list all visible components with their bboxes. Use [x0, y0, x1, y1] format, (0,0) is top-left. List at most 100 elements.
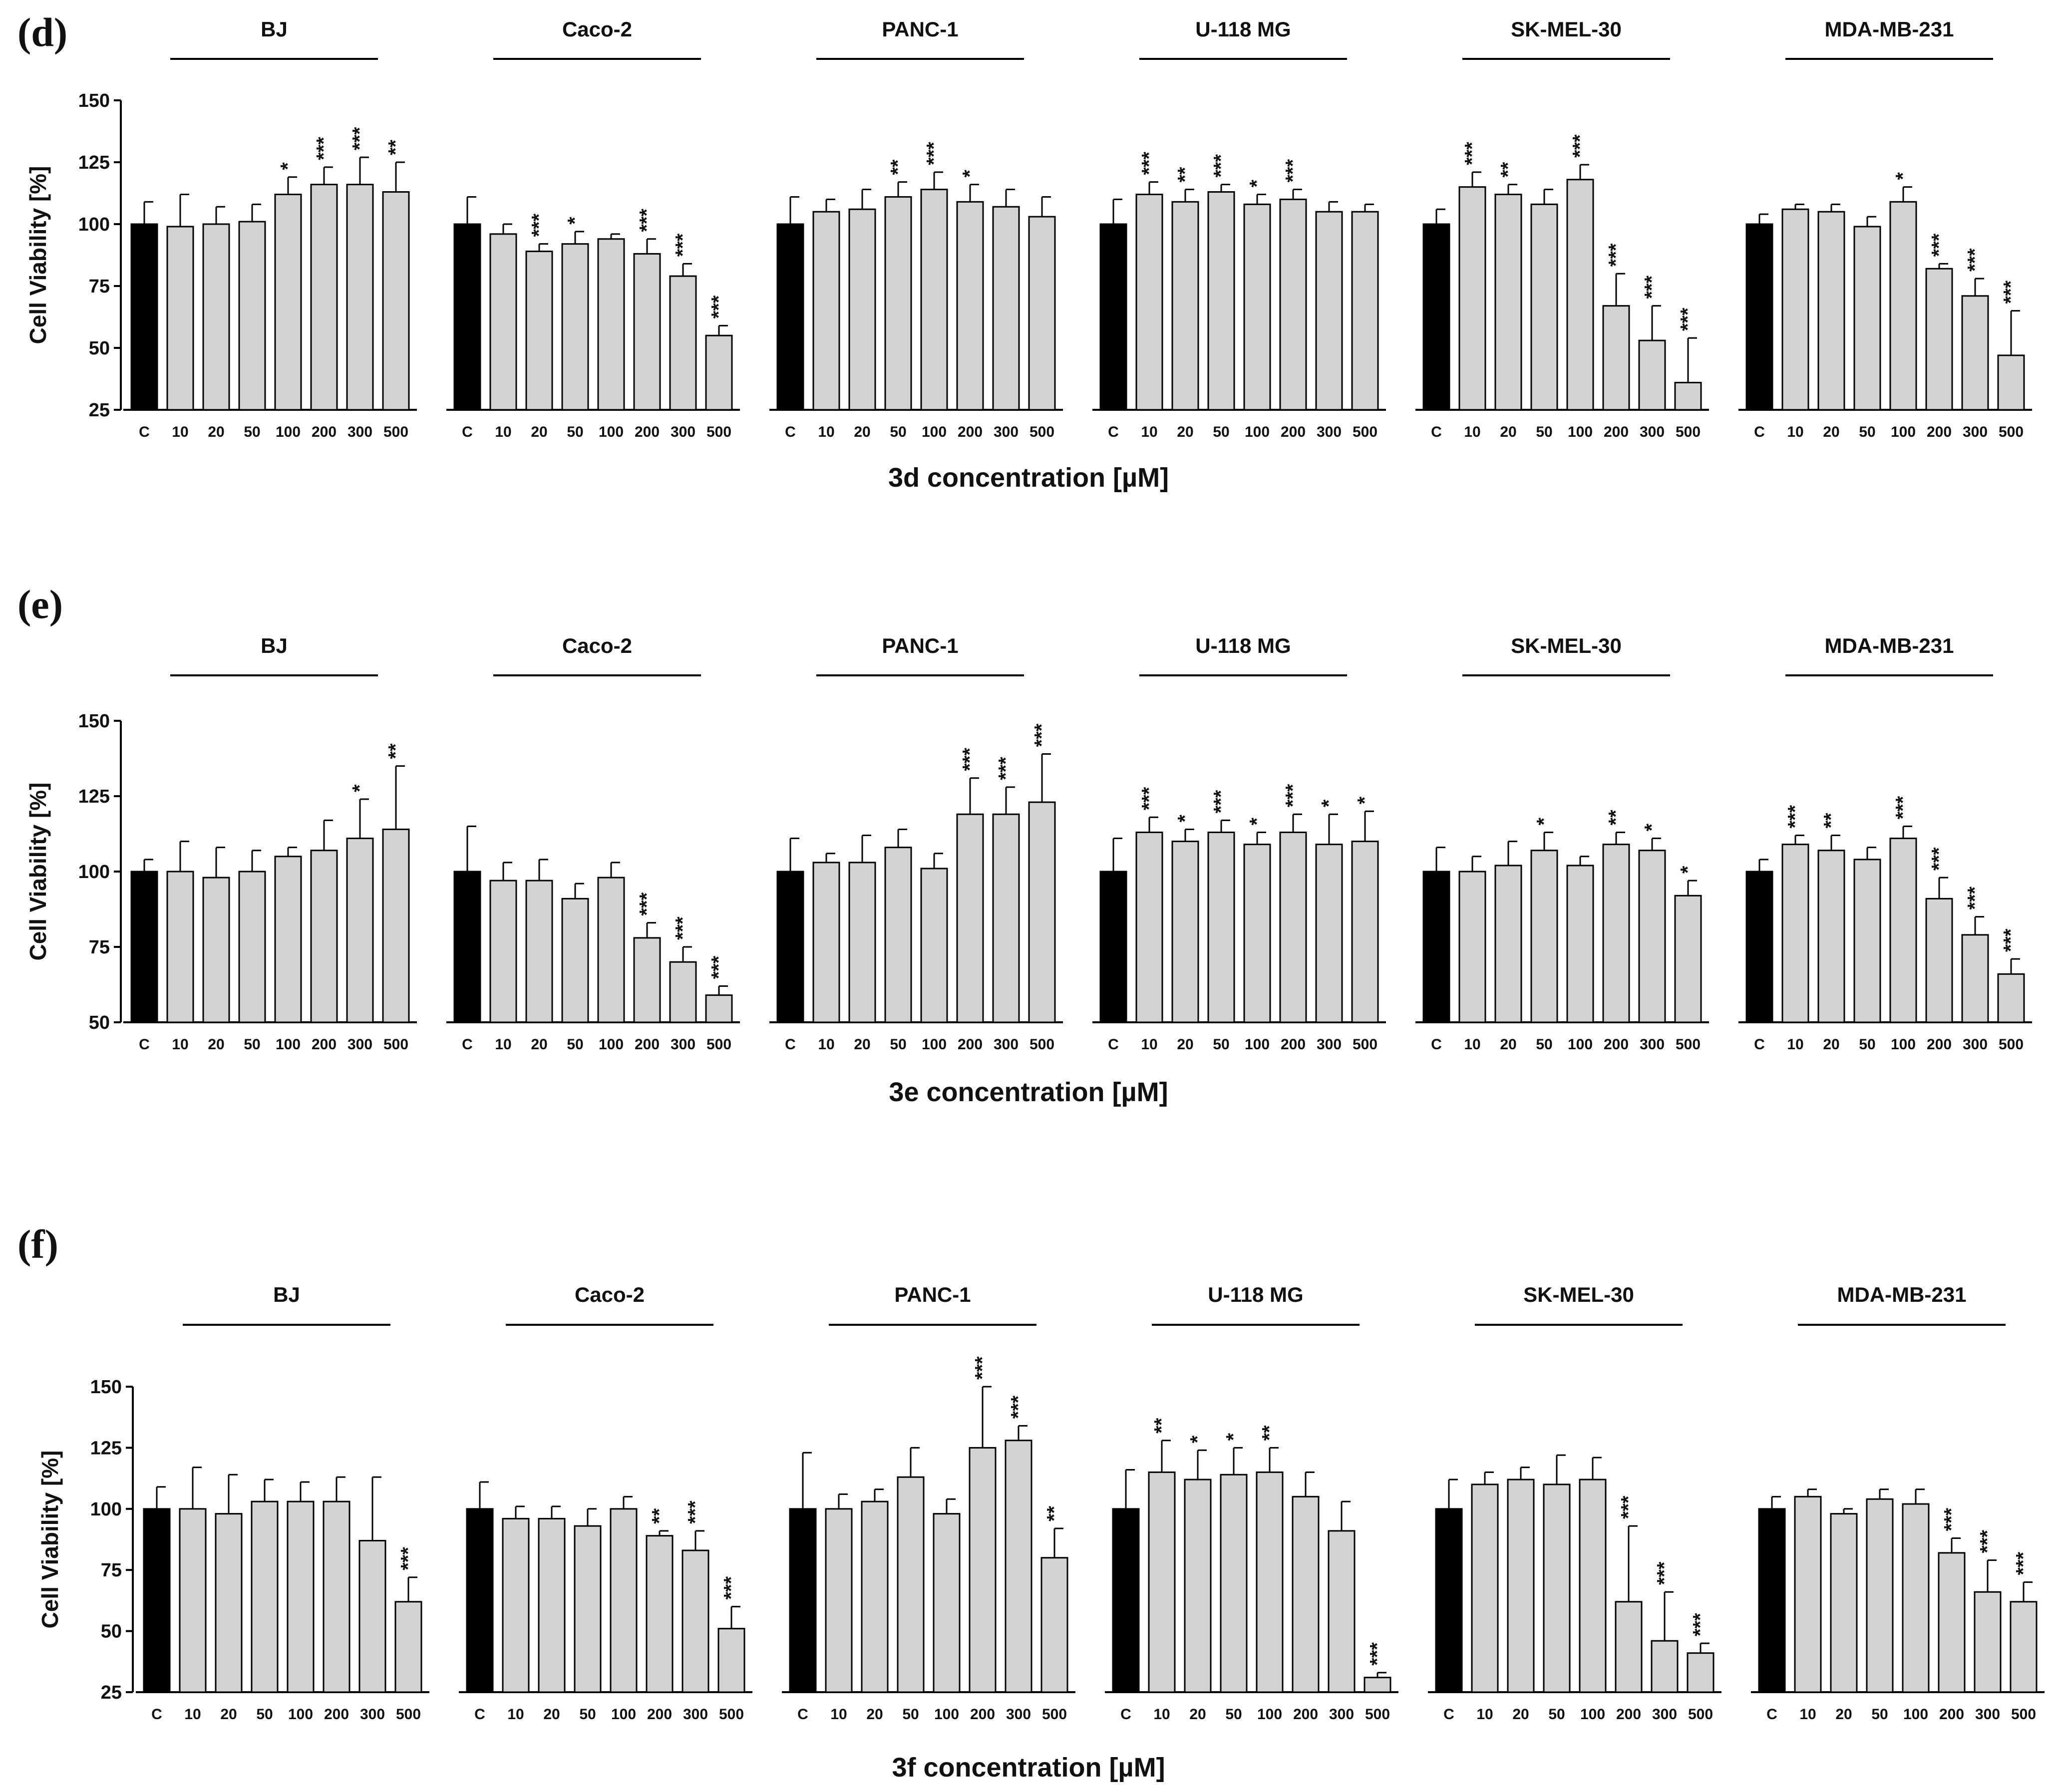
panel-f-group-title: MDA-MB-231 — [1837, 1283, 1966, 1306]
panel-d-y-tick-label: 25 — [89, 400, 110, 421]
panel-f-bar — [1758, 1508, 1786, 1693]
panel-f-group-title: PANC-1 — [894, 1283, 971, 1306]
panel-f-bar — [1687, 1652, 1715, 1693]
panel-f-y-tick-label: 75 — [101, 1560, 122, 1581]
panel-e-x-tick-label: 300 — [1317, 1036, 1342, 1053]
panel-e-x-tick-label: 20 — [1823, 1036, 1839, 1053]
panel-e-x-tick-label: 20 — [208, 1036, 224, 1053]
panel-e-bar — [238, 871, 266, 1023]
panel-d-significance-marker: *** — [1138, 152, 1160, 175]
panel-e-bar — [1028, 801, 1056, 1023]
panel-e-y-tick-label: 150 — [78, 711, 110, 732]
panel-e-bar — [130, 871, 158, 1023]
panel-d-bar — [1961, 295, 1989, 411]
panel-d-x-tick-label: C — [1108, 424, 1119, 440]
panel-d-bar — [1997, 354, 2025, 411]
panel-d-x-tick-label: 50 — [1213, 424, 1229, 440]
panel-e-x-tick-label: C — [785, 1036, 796, 1053]
panel-e-significance-marker: * — [1318, 799, 1340, 807]
panel-e-x-tick-label: 500 — [706, 1036, 731, 1053]
panel-f-x-tick-label: 500 — [1365, 1706, 1390, 1723]
panel-e-x-tick-label: C — [1431, 1036, 1442, 1053]
panel-e-group-title: PANC-1 — [882, 634, 958, 657]
panel-f-significance-marker: *** — [1008, 1395, 1030, 1419]
panel-e-significance-marker: * — [1677, 866, 1699, 874]
panel-f-x-tick-label: 500 — [719, 1706, 744, 1723]
panel-e-bar — [633, 937, 661, 1023]
panel-d-significance-marker: *** — [313, 137, 335, 160]
panel-e-group-title: BJ — [261, 634, 288, 657]
panel-e-x-tick-label: 100 — [922, 1036, 947, 1053]
panel-f-bar — [1615, 1601, 1643, 1693]
panel-f-x-tick-label: 500 — [1042, 1706, 1067, 1723]
panel-f-significance-marker: *** — [2013, 1552, 2035, 1575]
panel-d-x-tick-label: 10 — [495, 424, 511, 440]
panel-d-significance-marker: *** — [1569, 134, 1591, 158]
panel-e-x-tick-label: 500 — [383, 1036, 408, 1053]
panel-e-group-title: MDA-MB-231 — [1824, 634, 1954, 657]
panel-e-bar — [561, 897, 589, 1023]
panel-e-significance-marker: *** — [1964, 886, 1986, 909]
panel-d-y-tick-label: 125 — [78, 152, 110, 173]
panel-f-bar — [143, 1508, 171, 1693]
panel-d-x-tick-label: 500 — [1999, 424, 2024, 440]
panel-d-x-tick-label: 300 — [1317, 424, 1342, 440]
panel-f-bar — [1938, 1552, 1966, 1693]
panel-f-y-tick-label: 150 — [90, 1377, 122, 1398]
panel-d-x-tick-label: 50 — [567, 424, 583, 440]
panel-f-bar — [969, 1447, 997, 1693]
panel-d-significance-marker: ** — [1174, 167, 1196, 183]
panel-f-bar — [1148, 1471, 1176, 1693]
panel-d-x-tick-label: 10 — [172, 424, 188, 440]
panel-e-x-tick-label: 10 — [1141, 1036, 1157, 1053]
panel-d-bar — [1458, 186, 1486, 411]
panel-d-group-title: BJ — [261, 17, 288, 41]
panel-e-bar — [669, 961, 697, 1023]
panel-e-x-tick-label: 20 — [854, 1036, 870, 1053]
panel-e-bar — [1099, 871, 1127, 1023]
panel-f-x-tick-label: C — [1766, 1706, 1777, 1723]
panel-e-x-tick-label: 300 — [1963, 1036, 1988, 1053]
panel-f-bar — [538, 1517, 566, 1693]
panel-e-bar — [1745, 871, 1773, 1023]
panel-d-bar — [1028, 216, 1056, 411]
panel-f-bar — [179, 1508, 207, 1693]
panel-d-x-tick-label: 20 — [208, 424, 224, 440]
panel-f-bar — [287, 1500, 315, 1693]
panel-e-y-tick-label: 50 — [89, 1012, 110, 1033]
panel-f-x-tick-label: 100 — [611, 1706, 636, 1723]
panel-f-x-tick-label: 10 — [830, 1706, 847, 1723]
panel-e-significance-marker: *** — [1031, 723, 1053, 747]
panel-e-bar — [1315, 844, 1343, 1023]
panel-f-bar — [1005, 1440, 1032, 1693]
panel-e-bar — [166, 871, 194, 1023]
panel-e-bar — [1243, 844, 1271, 1023]
panel-f-bar — [358, 1539, 386, 1693]
panel-f-x-tick-label: 10 — [184, 1706, 201, 1723]
panel-e-bar — [1889, 838, 1917, 1023]
panel-f-y-label: Cell Viability [%] — [37, 1450, 63, 1628]
panel-d-x-label: 3d concentration [µM] — [888, 463, 1169, 493]
panel-f-bar — [1040, 1557, 1068, 1693]
panel-d-x-tick-label: 300 — [994, 424, 1019, 440]
panel-d-significance-marker: *** — [636, 209, 658, 232]
panel-d-bar — [1207, 191, 1235, 411]
panel-d-bar — [561, 243, 589, 411]
panel-f-bar — [610, 1508, 638, 1693]
panel-d-group-title: Caco-2 — [562, 17, 632, 41]
panel-e-x-tick-label: 300 — [1640, 1036, 1665, 1053]
panel-f-x-tick-label: C — [474, 1706, 485, 1723]
panel-e-bar — [1961, 934, 1989, 1023]
panel-d-bar — [1279, 198, 1307, 411]
panel-f-x-tick-label: 10 — [1799, 1706, 1816, 1723]
panel-d-significance-marker: *** — [1641, 276, 1663, 299]
panel-d-x-tick-label: 100 — [1245, 424, 1270, 440]
panel-e-group-title: Caco-2 — [562, 634, 632, 657]
panel-d-x-tick-label: 10 — [818, 424, 834, 440]
panel-e-x-label: 3e concentration [µM] — [889, 1077, 1168, 1107]
panel-e-significance-marker: *** — [1210, 790, 1232, 813]
panel-d-x-tick-label: 100 — [1891, 424, 1916, 440]
panel-e-x-tick-label: 500 — [1999, 1036, 2024, 1053]
panel-f-x-tick-label: C — [1443, 1706, 1454, 1723]
panel-e-x-tick-label: 200 — [312, 1036, 337, 1053]
